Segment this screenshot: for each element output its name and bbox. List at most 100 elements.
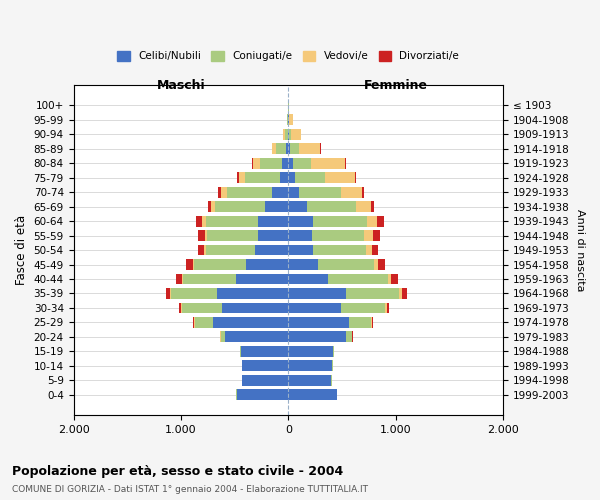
Bar [288, 216, 313, 226]
Bar [242, 360, 288, 372]
Text: Popolazione per età, sesso e stato civile - 2004: Popolazione per età, sesso e stato civil… [12, 465, 343, 478]
Bar [288, 158, 293, 168]
Bar [307, 201, 356, 212]
Bar [237, 390, 288, 400]
Bar [290, 144, 299, 154]
Bar [208, 201, 211, 212]
Bar [283, 129, 285, 140]
Bar [341, 186, 362, 198]
Bar [288, 201, 307, 212]
Bar [379, 259, 385, 270]
Bar [355, 172, 356, 183]
Bar [288, 332, 346, 342]
Bar [186, 259, 193, 270]
Bar [206, 244, 255, 256]
Bar [373, 230, 380, 241]
Bar [371, 317, 372, 328]
Bar [195, 317, 213, 328]
Bar [211, 201, 215, 212]
Bar [387, 302, 389, 314]
Bar [292, 129, 301, 140]
Bar [346, 288, 399, 299]
Bar [372, 244, 379, 256]
Bar [285, 129, 288, 140]
Bar [197, 244, 204, 256]
Bar [213, 317, 288, 328]
Bar [198, 230, 205, 241]
Bar [289, 114, 293, 125]
Bar [280, 172, 288, 183]
Bar [385, 302, 387, 314]
Bar [225, 332, 288, 342]
Bar [221, 302, 288, 314]
Bar [166, 288, 170, 299]
Bar [286, 144, 288, 154]
Bar [206, 216, 258, 226]
Bar [282, 158, 288, 168]
Bar [288, 186, 299, 198]
Bar [204, 244, 206, 256]
Bar [288, 274, 328, 284]
Bar [313, 244, 365, 256]
Bar [288, 375, 331, 386]
Bar [362, 186, 364, 198]
Bar [288, 259, 319, 270]
Bar [245, 172, 280, 183]
Text: Femmine: Femmine [364, 78, 428, 92]
Bar [183, 274, 236, 284]
Bar [356, 201, 371, 212]
Bar [288, 360, 332, 372]
Bar [196, 216, 202, 226]
Bar [272, 144, 277, 154]
Bar [371, 201, 374, 212]
Bar [240, 346, 241, 357]
Bar [299, 144, 320, 154]
Bar [194, 259, 247, 270]
Bar [265, 201, 288, 212]
Bar [236, 274, 288, 284]
Bar [288, 302, 341, 314]
Bar [217, 288, 288, 299]
Bar [346, 332, 352, 342]
Bar [311, 158, 345, 168]
Bar [299, 186, 341, 198]
Bar [202, 216, 206, 226]
Bar [288, 288, 346, 299]
Bar [288, 144, 290, 154]
Legend: Celibi/Nubili, Coniugati/e, Vedovi/e, Divorziati/e: Celibi/Nubili, Coniugati/e, Vedovi/e, Di… [113, 47, 463, 66]
Bar [206, 230, 258, 241]
Bar [170, 288, 171, 299]
Bar [319, 259, 374, 270]
Bar [288, 317, 349, 328]
Text: Maschi: Maschi [157, 78, 205, 92]
Bar [289, 129, 292, 140]
Bar [239, 172, 245, 183]
Bar [288, 346, 334, 357]
Bar [260, 158, 282, 168]
Bar [388, 274, 391, 284]
Bar [171, 288, 217, 299]
Bar [258, 230, 288, 241]
Bar [372, 317, 373, 328]
Bar [272, 186, 288, 198]
Bar [288, 390, 337, 400]
Y-axis label: Anni di nascita: Anni di nascita [575, 209, 585, 292]
Text: COMUNE DI GORIZIA - Dati ISTAT 1° gennaio 2004 - Elaborazione TUTTITALIA.IT: COMUNE DI GORIZIA - Dati ISTAT 1° gennai… [12, 485, 368, 494]
Bar [288, 244, 313, 256]
Bar [401, 288, 407, 299]
Bar [218, 186, 221, 198]
Bar [205, 230, 206, 241]
Bar [179, 302, 181, 314]
Bar [215, 201, 265, 212]
Bar [293, 158, 311, 168]
Bar [399, 288, 401, 299]
Bar [221, 186, 227, 198]
Bar [374, 259, 379, 270]
Bar [237, 172, 239, 183]
Bar [181, 302, 182, 314]
Y-axis label: Fasce di età: Fasce di età [15, 215, 28, 285]
Bar [288, 129, 289, 140]
Bar [288, 230, 312, 241]
Bar [341, 302, 385, 314]
Bar [247, 259, 288, 270]
